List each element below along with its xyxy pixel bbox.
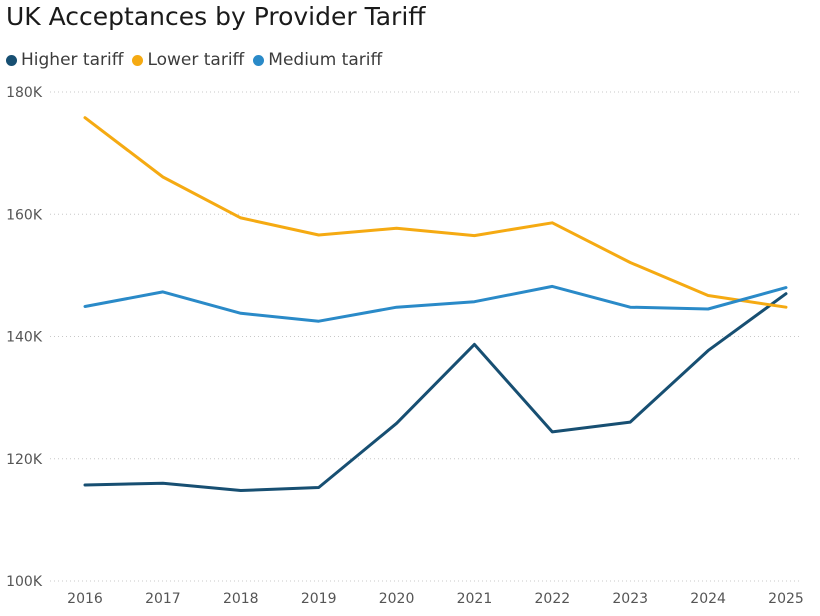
legend-label: Lower tariff (147, 50, 245, 70)
legend-marker (6, 54, 17, 66)
x-tick-label: 2021 (457, 591, 493, 607)
legend-item: Lower tariff (132, 50, 244, 70)
x-axis: 2016 2017 2018 2019 2020 2021 2022 2023 2024 2025 (67, 591, 804, 607)
x-tick-label: 2019 (301, 591, 337, 607)
legend-marker (253, 54, 265, 66)
y-tick-label: 160K (6, 207, 43, 223)
y-axis: 100K 120K 140K 160K 180K (6, 85, 43, 590)
series-lines (83, 116, 788, 492)
series-line-medium-tariff (83, 284, 788, 323)
series-line-lower-tariff (83, 116, 788, 309)
series-line-higher-tariff (83, 292, 788, 492)
y-tick-label: 180K (6, 85, 43, 101)
y-tick-label: 100K (6, 574, 43, 590)
x-tick-label: 2023 (612, 591, 648, 607)
legend-item: Medium tariff (253, 50, 382, 70)
x-tick-label: 2022 (535, 591, 571, 607)
y-tick-label: 140K (6, 330, 43, 346)
legend-item: Higher tariff (6, 50, 123, 70)
x-tick-label: 2025 (768, 591, 804, 607)
x-tick-label: 2018 (223, 591, 259, 607)
legend-label: Medium tariff (268, 50, 383, 70)
chart-title: UK Acceptances by Provider Tariff (6, 2, 426, 31)
x-tick-label: 2024 (690, 591, 726, 607)
legend: Higher tariff Lower tariff Medium tariff (6, 50, 391, 70)
y-tick-label: 120K (6, 452, 43, 468)
x-tick-label: 2016 (67, 591, 103, 607)
x-tick-label: 2017 (145, 591, 181, 607)
gridlines (50, 91, 800, 582)
x-tick-label: 2020 (379, 591, 415, 607)
legend-marker (132, 54, 144, 66)
legend-label: Higher tariff (21, 50, 124, 70)
